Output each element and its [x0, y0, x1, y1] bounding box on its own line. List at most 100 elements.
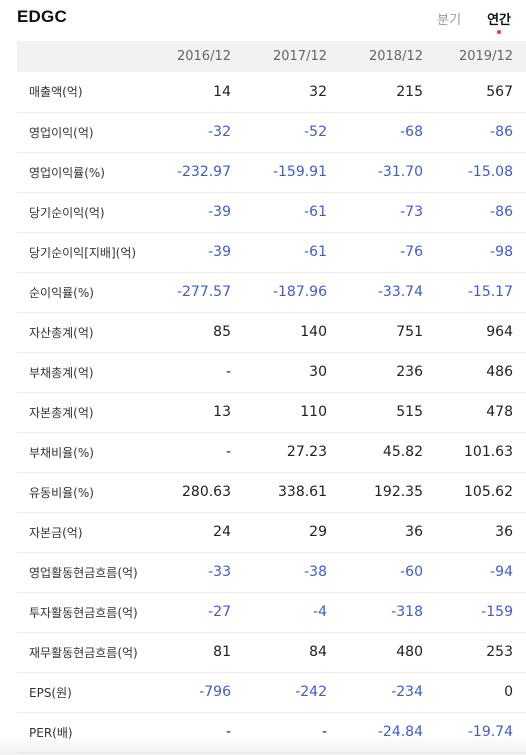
value-cell: -86 [490, 204, 513, 220]
row-label: 영업활동현금흐름(억) [29, 565, 138, 580]
value-cell: 964 [486, 324, 513, 340]
row-label: 부채총계(억) [29, 365, 94, 380]
value-cell: -4 [313, 604, 327, 620]
table-header-row: 2016/12 2017/12 2018/12 2019/12 [17, 41, 526, 72]
table-row: 부채비율(%) - 27.23 45.82 101.63 [17, 432, 526, 472]
value-cell: -159 [481, 604, 513, 620]
value-cell: -33 [208, 564, 231, 580]
row-label: 부채비율(%) [29, 445, 94, 460]
table-body: 매출액(억) 14 32 215 567 영업이익(억) -32 -52 -68 -86 영업이익률… [17, 72, 526, 752]
value-cell: -33.74 [377, 284, 423, 300]
header-label-cell [17, 41, 137, 72]
row-label: 매출액(억) [29, 85, 83, 100]
tab-quarterly-label: 분기 [437, 13, 462, 28]
table-row: 매출액(억) 14 32 215 567 [17, 72, 526, 112]
financial-table-container: 2016/12 2017/12 2018/12 2019/12 매출액(억) 14… [17, 41, 526, 753]
value-cell: -39 [208, 204, 231, 220]
value-cell: 36 [405, 524, 423, 540]
value-cell: 24 [213, 524, 231, 540]
table-row: EPS(원) -796 -242 -234 0 [17, 672, 526, 712]
tab-quarterly[interactable]: 분기 [437, 9, 461, 28]
value-cell: -796 [199, 684, 231, 700]
row-label: 영업이익(억) [29, 125, 94, 140]
value-cell: -27 [208, 604, 231, 620]
row-label: 투자활동현금흐름(억) [29, 605, 138, 620]
value-cell: 14 [213, 83, 231, 100]
value-cell: 0 [504, 684, 513, 700]
table-row: 자산총계(억) 85 140 751 964 [17, 312, 526, 352]
tab-annual[interactable]: 연간 [487, 9, 511, 34]
row-label: EPS(원) [29, 685, 72, 700]
value-cell: 480 [396, 644, 423, 660]
value-cell: 85 [213, 324, 231, 340]
financial-table: 2016/12 2017/12 2018/12 2019/12 매출액(억) 14… [17, 41, 526, 753]
value-cell: -86 [490, 124, 513, 140]
value-cell: - [225, 444, 231, 460]
value-cell: 13 [213, 404, 231, 420]
table-row: 당기순이익(억) -39 -61 -73 -86 [17, 192, 526, 232]
value-cell: -73 [400, 204, 423, 220]
row-label: 자본금(억) [29, 525, 83, 540]
value-cell: 280.63 [182, 484, 231, 500]
value-cell: 567 [486, 83, 513, 100]
value-cell: -232.97 [176, 164, 231, 180]
value-cell: 236 [396, 364, 423, 380]
value-cell: - [225, 724, 231, 740]
table-row: 영업이익(억) -32 -52 -68 -86 [17, 112, 526, 152]
value-cell: -15.08 [467, 164, 513, 180]
value-cell: 515 [396, 404, 423, 420]
row-label: 재무활동현금흐름(억) [29, 645, 138, 660]
table-row: 투자활동현금흐름(억) -27 -4 -318 -159 [17, 592, 526, 632]
value-cell: -39 [208, 244, 231, 260]
active-tab-indicator [497, 30, 502, 34]
value-cell: 105.62 [464, 484, 513, 500]
table-row: 순이익률(%) -277.57 -187.96 -33.74 -15.17 [17, 272, 526, 312]
column-header: 2018/12 [368, 49, 423, 64]
table-row: 부채총계(억) - 30 236 486 [17, 352, 526, 392]
value-cell: -94 [490, 564, 513, 580]
value-cell: 32 [309, 83, 327, 100]
value-cell: -32 [208, 124, 231, 140]
value-cell: 338.61 [278, 484, 327, 500]
value-cell: 110 [300, 404, 327, 420]
value-cell: 253 [486, 644, 513, 660]
row-label: 영업이익률(%) [29, 165, 105, 180]
table-row: 자본총계(억) 13 110 515 478 [17, 392, 526, 432]
value-cell: -52 [304, 124, 327, 140]
value-cell: -15.17 [467, 284, 513, 300]
value-cell: 478 [486, 404, 513, 420]
value-cell: 101.63 [464, 444, 513, 460]
value-cell: -318 [391, 604, 423, 620]
row-label: 자산총계(억) [29, 325, 94, 340]
row-label: 순이익률(%) [29, 285, 94, 300]
table-row: 당기순이익[지배](억) -39 -61 -76 -98 [17, 232, 526, 272]
row-label: 당기순이익[지배](억) [29, 245, 137, 260]
value-cell: -234 [391, 684, 423, 700]
row-label: 자본총계(억) [29, 405, 94, 420]
table-row: 영업이익률(%) -232.97 -159.91 -31.70 -15.08 [17, 152, 526, 192]
page-header: EDGC 분기 연간 [0, 0, 526, 40]
value-cell: 36 [495, 524, 513, 540]
value-cell: -242 [295, 684, 327, 700]
value-cell: -187.96 [272, 284, 327, 300]
value-cell: 751 [396, 324, 423, 340]
stock-title: EDGC [17, 7, 67, 26]
value-cell: -61 [304, 204, 327, 220]
value-cell: 84 [309, 644, 327, 660]
value-cell: 27.23 [286, 444, 327, 460]
value-cell: -76 [400, 244, 423, 260]
table-row: 영업활동현금흐름(억) -33 -38 -60 -94 [17, 552, 526, 592]
value-cell: -38 [304, 564, 327, 580]
row-label: 당기순이익(억) [29, 205, 105, 220]
column-header: 2017/12 [272, 49, 327, 64]
value-cell: -31.70 [377, 164, 423, 180]
column-header: 2019/12 [458, 49, 513, 64]
row-label: 유동비율(%) [29, 485, 94, 500]
value-cell: - [321, 724, 327, 740]
value-cell: -60 [400, 564, 423, 580]
table-row: 재무활동현금흐름(억) 81 84 480 253 [17, 632, 526, 672]
value-cell: 81 [213, 644, 231, 660]
value-cell: 215 [396, 83, 423, 100]
value-cell: 30 [309, 364, 327, 380]
value-cell: -277.57 [176, 284, 231, 300]
